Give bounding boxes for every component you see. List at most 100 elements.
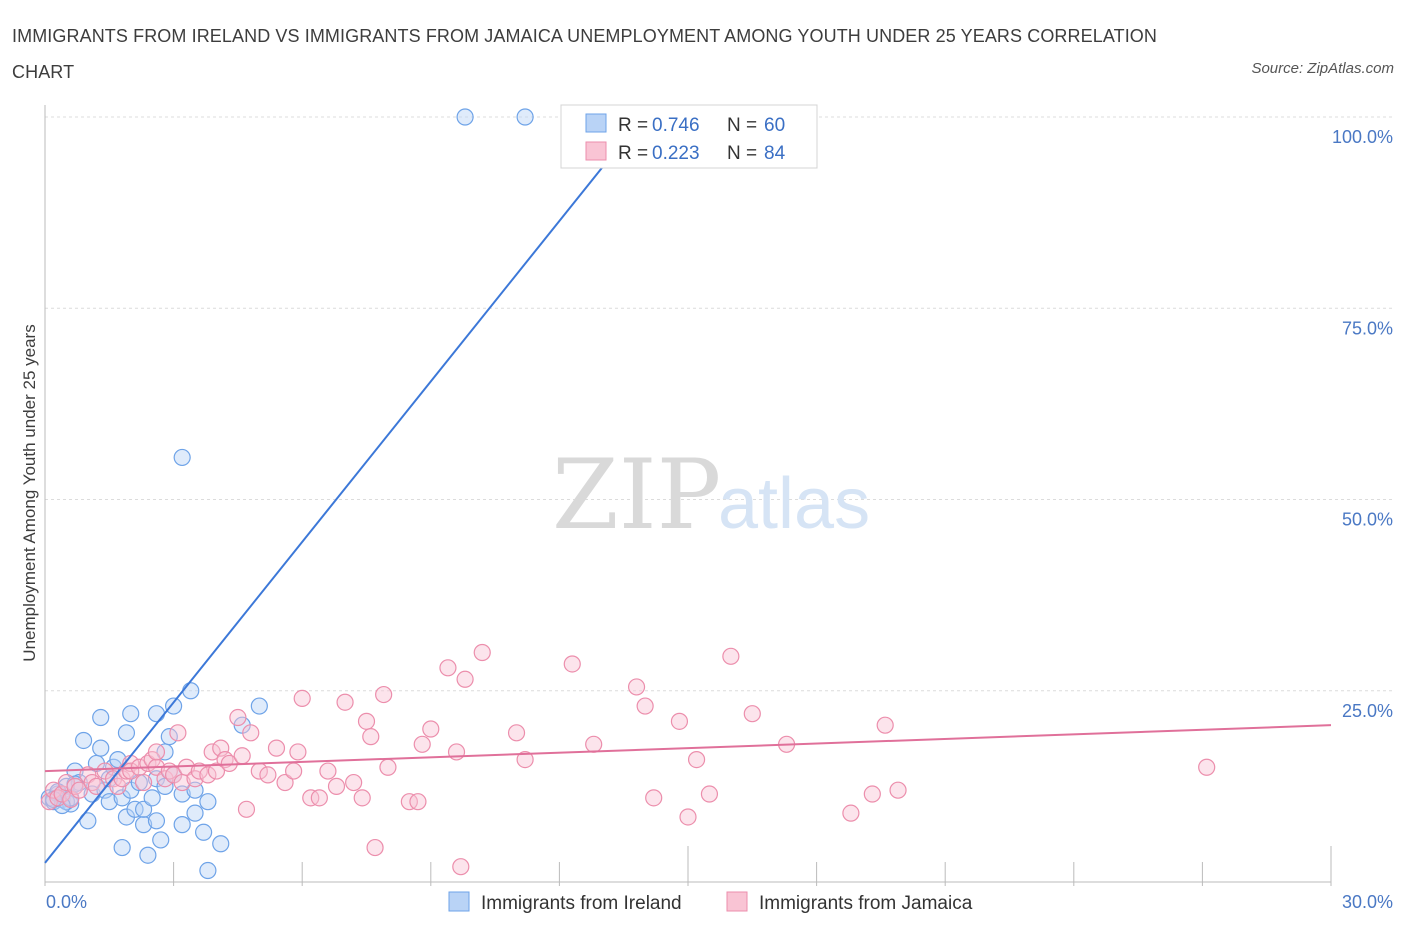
point-ireland (122, 705, 140, 723)
legend-label-ireland: Immigrants from Ireland (481, 893, 682, 914)
legend-label-jamaica: Immigrants from Jamaica (759, 893, 973, 914)
point-jamaica (366, 838, 384, 857)
point-jamaica (1198, 758, 1216, 776)
point-jamaica (199, 766, 217, 784)
point-jamaica (70, 781, 88, 799)
trend-line-ireland (44, 124, 638, 864)
point-jamaica (285, 762, 303, 780)
point-ireland (195, 823, 213, 841)
point-ireland (74, 731, 93, 750)
stats-n-label-ireland: N = (727, 115, 757, 136)
point-jamaica (722, 647, 740, 665)
point-jamaica (876, 716, 894, 734)
legend-swatch-jamaica (726, 891, 748, 912)
point-jamaica (237, 800, 256, 818)
point-jamaica (310, 789, 328, 807)
point-jamaica (289, 743, 307, 761)
point-ireland (199, 861, 217, 880)
point-jamaica (362, 728, 380, 746)
point-jamaica (147, 743, 166, 761)
stats-r-value-jamaica: 0.223 (652, 143, 700, 164)
y-tick-label: 75.0% (1342, 318, 1393, 338)
point-jamaica (743, 705, 761, 723)
watermark-atlas: atlas (718, 464, 870, 544)
y-tick-label: 25.0% (1342, 701, 1393, 721)
point-ireland (199, 793, 217, 811)
point-jamaica (336, 693, 354, 711)
point-jamaica (452, 858, 470, 876)
point-jamaica (203, 743, 221, 761)
point-ireland (147, 705, 166, 723)
point-ireland (160, 728, 178, 746)
point-ireland (212, 835, 230, 853)
point-jamaica (169, 724, 187, 742)
point-ireland (456, 108, 474, 126)
point-jamaica (563, 655, 581, 673)
point-jamaica (636, 697, 654, 715)
point-jamaica (62, 790, 80, 808)
point-ireland (173, 448, 191, 467)
point-ireland (173, 816, 191, 834)
trend-layer (44, 124, 1332, 864)
stats-r-label-jamaica: R = (618, 143, 648, 164)
stats-n-value-ireland: 60 (764, 115, 785, 136)
point-ireland (113, 838, 131, 857)
legend-swatch-ireland (448, 891, 470, 912)
point-jamaica (353, 789, 371, 807)
point-jamaica (134, 773, 153, 792)
point-ireland (516, 108, 534, 126)
stats-swatch-jamaica (585, 141, 607, 161)
point-ireland (165, 697, 183, 715)
point-jamaica (889, 781, 907, 799)
point-jamaica (87, 777, 106, 795)
point-ireland (130, 773, 148, 792)
point-jamaica (207, 762, 226, 780)
stats-swatch-ireland (585, 113, 607, 133)
point-jamaica (267, 739, 286, 757)
watermark: ZIP atlas (552, 439, 870, 551)
point-ireland (134, 800, 153, 818)
point-ireland (186, 804, 204, 822)
point-jamaica (687, 750, 706, 769)
point-jamaica (507, 724, 526, 742)
point-jamaica (379, 758, 397, 776)
point-jamaica (319, 762, 337, 780)
point-jamaica (670, 712, 689, 730)
point-jamaica (516, 750, 534, 769)
point-jamaica (645, 789, 663, 807)
point-jamaica (229, 708, 247, 727)
point-ireland (250, 697, 268, 715)
point-ireland (117, 724, 136, 742)
stats-n-value-jamaica: 84 (764, 143, 786, 164)
point-jamaica (473, 643, 491, 662)
stats-r-label-ireland: R = (618, 115, 648, 136)
point-jamaica (276, 773, 294, 792)
source-label: Source: ZipAtlas.com (1251, 60, 1394, 77)
point-jamaica (627, 678, 646, 696)
point-jamaica (190, 762, 208, 780)
point-jamaica (439, 659, 457, 677)
point-jamaica (357, 712, 376, 730)
point-ireland (100, 793, 118, 811)
bottom-legend: Immigrants from Ireland Immigrants from … (448, 891, 973, 914)
point-jamaica (327, 777, 346, 795)
x-tick-max: 30.0% (1342, 892, 1393, 912)
chart-title: IMMIGRANTS FROM IRELAND VS IMMIGRANTS FR… (12, 26, 1158, 82)
stats-r-value-ireland: 0.746 (652, 115, 700, 136)
y-axis-title: Unemployment Among Youth under 25 years (20, 324, 39, 661)
y-tick-label: 50.0% (1342, 510, 1393, 530)
axis-layer (44, 105, 1332, 886)
point-ireland (182, 682, 200, 700)
point-jamaica (233, 747, 251, 765)
point-jamaica (422, 720, 440, 738)
point-jamaica (456, 670, 474, 688)
point-jamaica (413, 735, 431, 753)
stats-legend: R = 0.746 N = 60 R = 0.223 N = 84 (560, 104, 818, 169)
point-ireland (92, 708, 110, 727)
point-jamaica (863, 785, 881, 803)
point-jamaica (700, 785, 719, 803)
point-ireland (139, 846, 157, 864)
point-ireland (147, 812, 166, 830)
point-jamaica (57, 773, 76, 792)
